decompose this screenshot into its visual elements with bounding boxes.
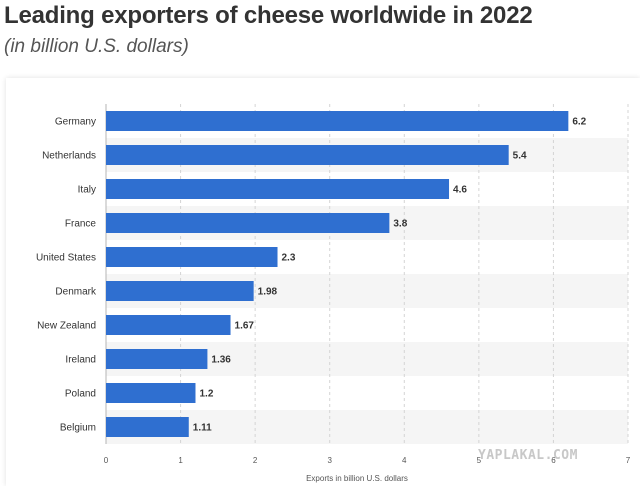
bar [106, 417, 189, 437]
x-tick-label: 5 [477, 456, 482, 465]
chart-subtitle: (in billion U.S. dollars) [4, 36, 189, 57]
bar [106, 179, 450, 199]
category-label: New Zealand [37, 321, 96, 332]
category-label: Poland [65, 389, 96, 400]
x-axis-label: Exports in billion U.S. dollars [306, 474, 408, 483]
bar [106, 213, 390, 233]
category-label: Belgium [60, 423, 96, 434]
x-tick-label: 6 [551, 456, 556, 465]
bar [106, 315, 231, 335]
category-label: Germany [55, 117, 96, 128]
value-label: 4.6 [453, 185, 467, 196]
chart-title: Leading exporters of cheese worldwide in… [4, 2, 533, 29]
bar [106, 349, 208, 369]
x-tick-label: 0 [104, 456, 109, 465]
value-label: 2.3 [282, 253, 296, 264]
x-tick-label: 7 [626, 456, 631, 465]
watermark-text: YAPLAKAL.COM [478, 448, 578, 463]
value-label: 1.98 [258, 287, 278, 298]
category-label: United States [36, 253, 96, 264]
category-label: France [65, 219, 97, 230]
value-label: 1.2 [199, 389, 213, 400]
x-tick-label: 4 [402, 456, 407, 465]
x-tick-label: 3 [327, 456, 332, 465]
value-label: 1.11 [193, 423, 212, 434]
bar [106, 145, 509, 165]
value-label: 1.36 [211, 355, 231, 366]
bar [106, 247, 278, 267]
bar [106, 383, 196, 403]
value-label: 3.8 [393, 219, 407, 230]
x-tick-label: 1 [178, 456, 183, 465]
category-label: Italy [78, 185, 96, 196]
x-tick-label: 2 [253, 456, 258, 465]
row-stripe [106, 410, 628, 444]
value-label: 1.67 [235, 321, 255, 332]
bar [106, 281, 254, 301]
value-label: 6.2 [572, 117, 586, 128]
category-label: Ireland [65, 355, 96, 366]
bar [106, 111, 569, 131]
category-label: Denmark [55, 287, 97, 298]
category-label: Netherlands [42, 151, 96, 162]
value-label: 5.4 [513, 151, 527, 162]
